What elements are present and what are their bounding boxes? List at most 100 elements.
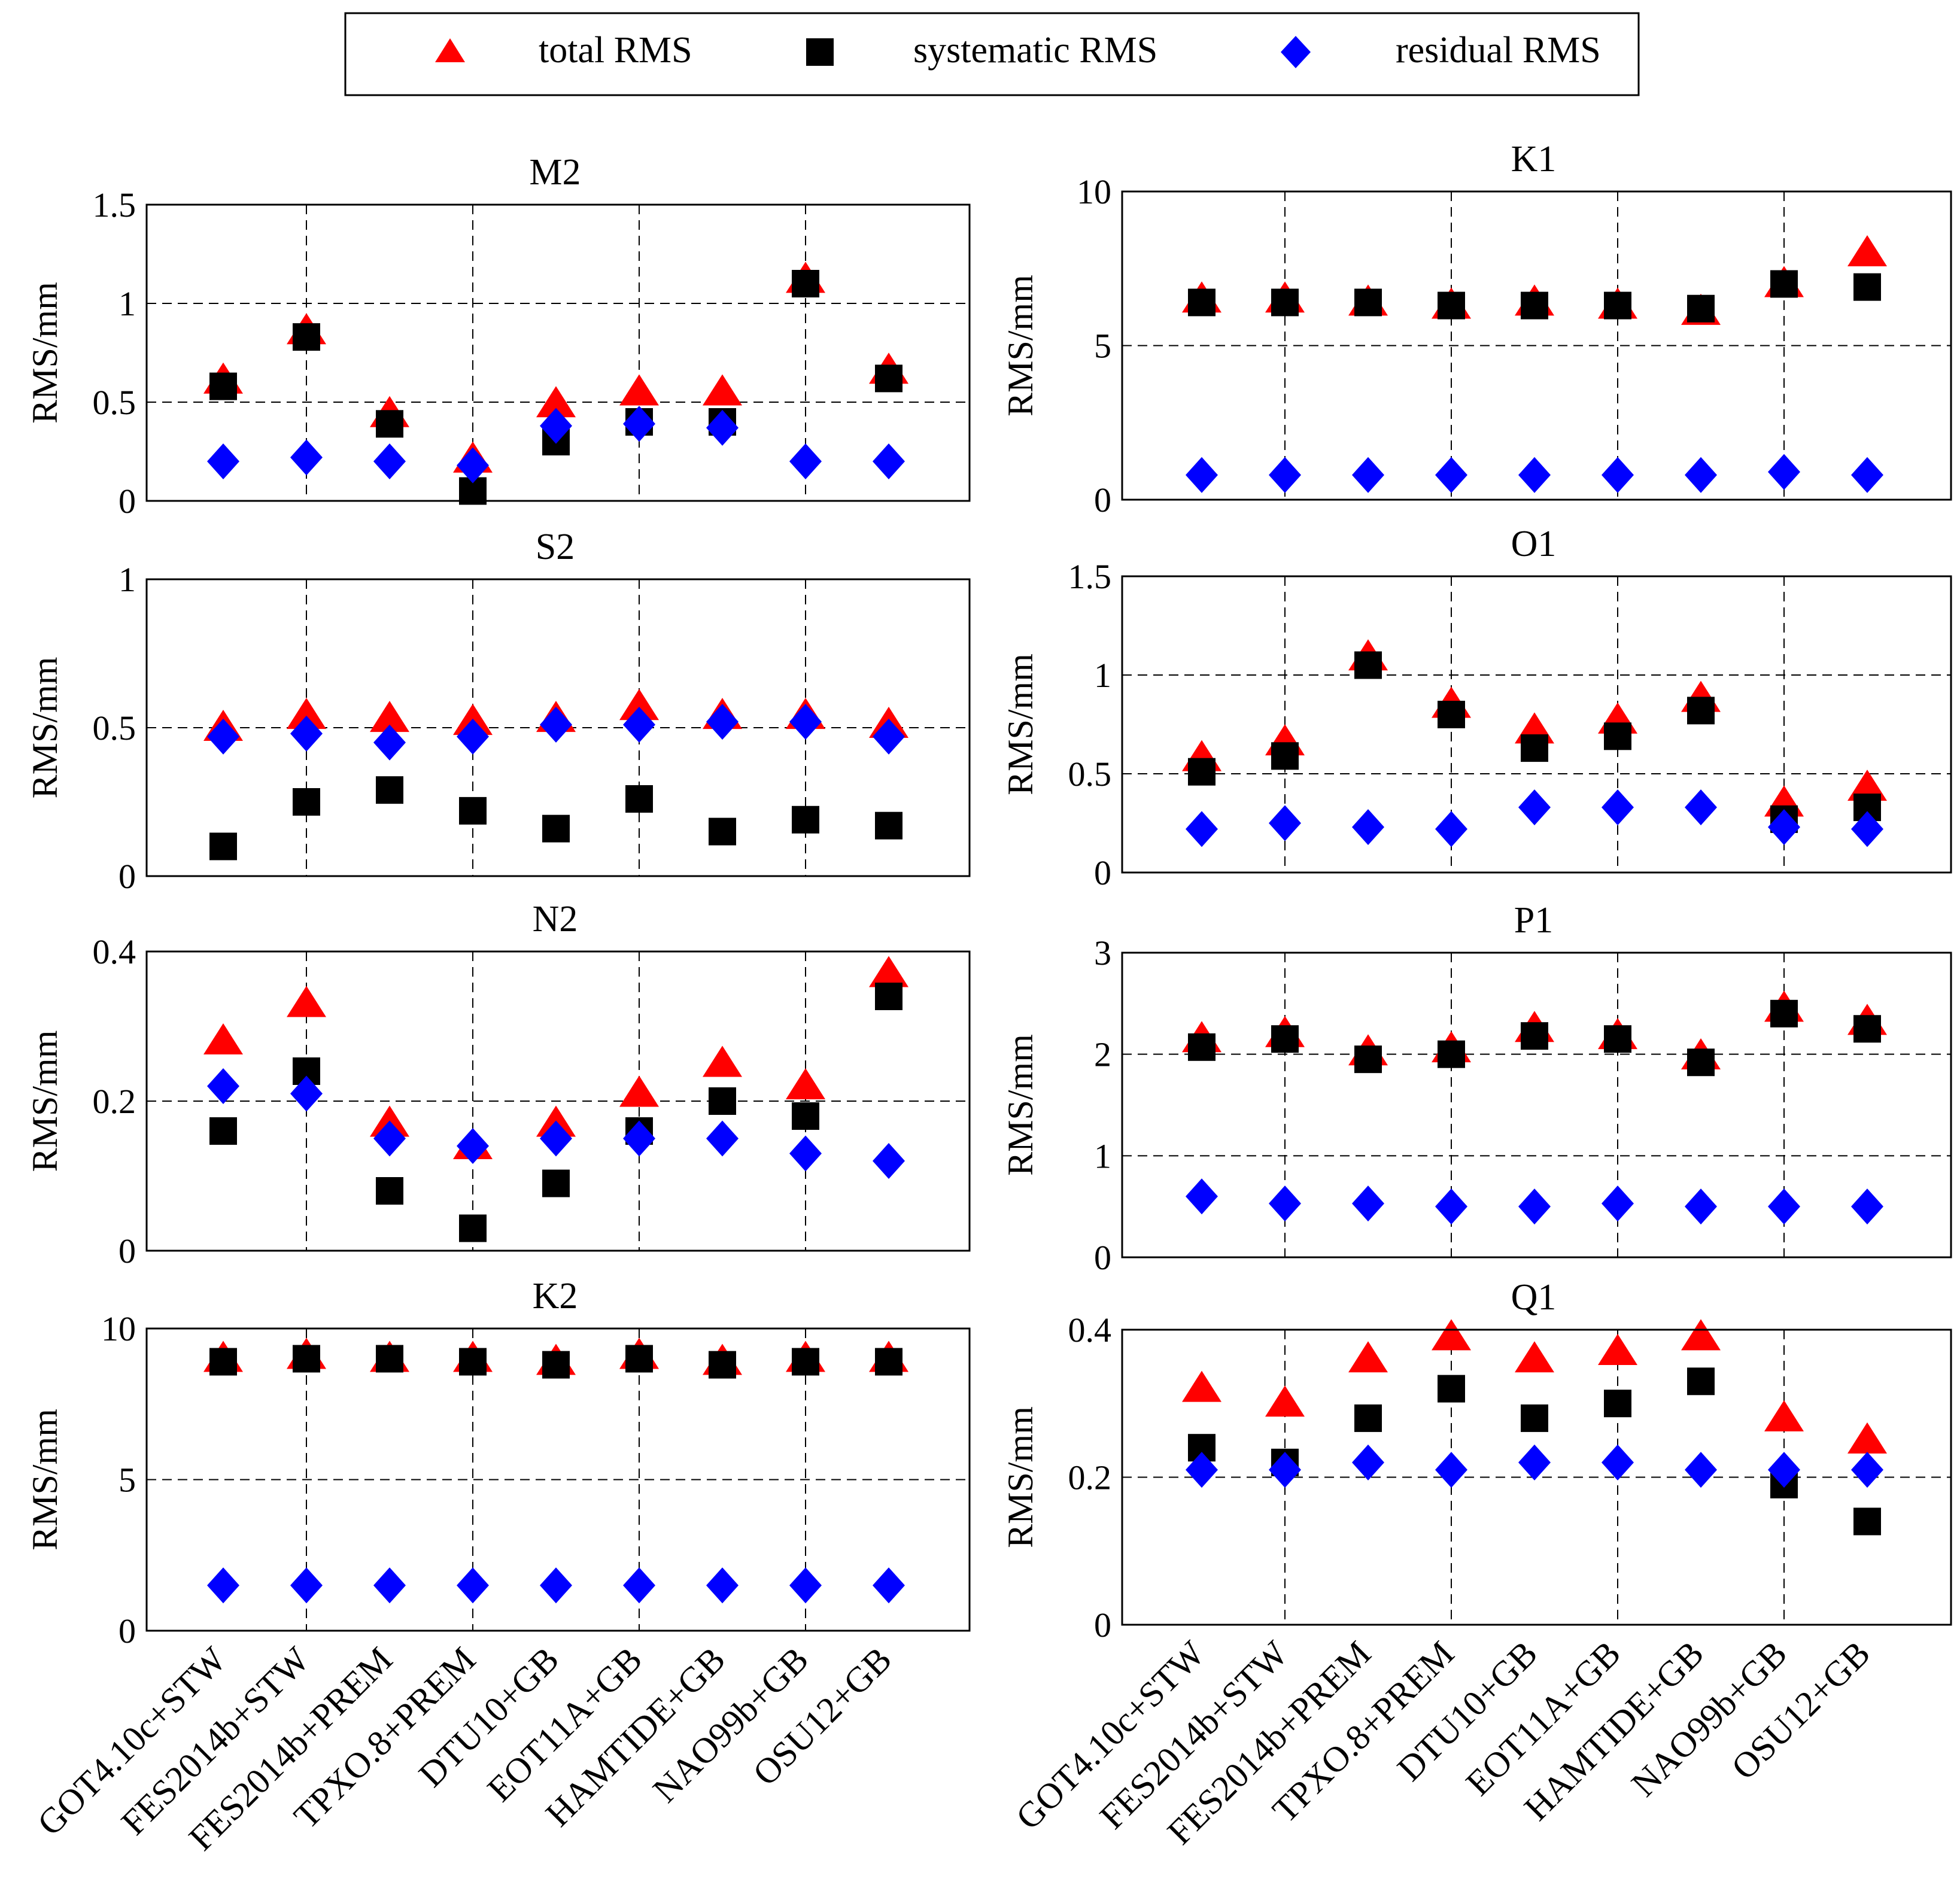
panel-title: K2: [533, 1276, 578, 1317]
panel-m2: 0 0.5 1 1.5 RMS/mm M2: [25, 152, 971, 521]
legend-item-total: total RMS: [435, 30, 692, 71]
residual-rms-point: [1768, 454, 1800, 490]
systematic-rms-point: [1438, 1375, 1465, 1403]
residual-rms-point: [1685, 1188, 1717, 1225]
total-rms-point: [287, 698, 326, 729]
systematic-rms-point: [209, 1117, 237, 1145]
residual-rms-point: [290, 715, 323, 752]
residual-rms-point: [1269, 805, 1301, 841]
series-systematic-rms: [1188, 270, 1881, 323]
systematic-rms-point: [875, 364, 902, 393]
y-axis-label: RMS/mm: [1001, 275, 1040, 417]
ytick-label: 5: [118, 1461, 136, 1500]
systematic-rms-point: [709, 1087, 736, 1115]
residual-rms-point: [457, 447, 489, 484]
systematic-rms-point: [376, 1345, 403, 1373]
residual-rms-point: [623, 406, 655, 442]
series-residual-rms: [207, 406, 905, 484]
total-rms-point: [1432, 1319, 1471, 1351]
legend-diamond-marker: [1281, 36, 1311, 68]
systematic-rms-point: [376, 1177, 403, 1205]
systematic-rms-point: [1354, 288, 1382, 317]
systematic-rms-point: [792, 1348, 819, 1376]
systematic-rms-point: [1354, 651, 1382, 679]
systematic-rms-point: [542, 814, 570, 843]
residual-rms-point: [623, 1120, 655, 1157]
ytick-label: 1: [1094, 656, 1111, 695]
systematic-rms-point: [1521, 1404, 1548, 1432]
systematic-rms-point: [792, 1102, 819, 1130]
residual-rms-point: [1685, 1452, 1717, 1488]
systematic-rms-point: [1271, 1025, 1299, 1053]
panel-title: M2: [529, 152, 581, 193]
residual-rms-point: [207, 443, 239, 479]
residual-rms-point: [1186, 1178, 1218, 1215]
total-rms-point: [370, 701, 409, 732]
systematic-rms-point: [1604, 291, 1631, 320]
systematic-rms-point: [1438, 1040, 1465, 1068]
systematic-rms-point: [875, 983, 902, 1010]
panel-q1: 00.20.4RMS/mmQ1GOT4.10c+STWFES2014b+STWF…: [1001, 1277, 1952, 1852]
residual-rms-point: [706, 704, 739, 740]
residual-rms-point: [1352, 809, 1384, 846]
axes-frame: [1121, 952, 1952, 1258]
residual-rms-point: [1269, 1185, 1301, 1222]
residual-rms-point: [873, 1143, 905, 1179]
residual-rms-point: [207, 1567, 239, 1604]
ytick-label: 0.4: [93, 932, 136, 971]
systematic-rms-point: [625, 785, 653, 813]
systematic-rms-point: [1604, 722, 1631, 750]
ytick-label: 3: [1094, 934, 1111, 972]
series-residual-rms: [207, 704, 905, 761]
residual-rms-point: [373, 724, 406, 761]
ytick-label: 1.5: [1068, 557, 1112, 596]
panel-s2: 0 0.5 1 RMS/mm S2: [25, 527, 971, 896]
total-rms-point: [1847, 770, 1887, 801]
ytick-label: 1: [1094, 1136, 1111, 1175]
systematic-rms-point: [1604, 1390, 1631, 1418]
legend: total RMS systematic RMS residual RMS: [344, 12, 1640, 96]
systematic-rms-point: [376, 776, 403, 804]
residual-rms-point: [1435, 1452, 1467, 1488]
axes-frame: [145, 1327, 971, 1632]
residual-rms-point: [1851, 1188, 1883, 1225]
residual-rms-point: [290, 439, 323, 476]
residual-rms-point: [1518, 457, 1551, 493]
panel-title: P1: [1514, 900, 1553, 941]
systematic-rms-point: [1188, 758, 1215, 786]
systematic-rms-point: [1271, 742, 1299, 770]
residual-rms-point: [1352, 1185, 1384, 1222]
ytick-label: 0: [118, 1232, 136, 1270]
residual-rms-point: [873, 718, 905, 755]
axes-frame: [145, 578, 971, 877]
series-systematic-rms: [209, 776, 902, 861]
axes-frame: [145, 203, 971, 502]
ytick-label: 0: [1094, 1606, 1111, 1644]
residual-rms-point: [540, 408, 572, 444]
legend-label-residual: residual RMS: [1396, 30, 1601, 71]
ytick-label: 0: [1094, 481, 1111, 519]
y-axis-label: RMS/mm: [25, 1030, 65, 1172]
total-rms-point: [703, 374, 742, 406]
residual-rms-point: [789, 443, 822, 479]
total-rms-point: [1681, 1319, 1721, 1351]
series-systematic-rms: [209, 1345, 902, 1379]
total-rms-point: [703, 1045, 742, 1077]
systematic-rms-point: [209, 1348, 237, 1376]
residual-rms-point: [457, 718, 489, 755]
total-rms-point: [619, 689, 659, 721]
systematic-rms-point: [1354, 1404, 1382, 1432]
residual-rms-point: [789, 1567, 822, 1604]
residual-rms-point: [1186, 457, 1218, 493]
systematic-rms-point: [1687, 1367, 1715, 1396]
residual-rms-point: [207, 1068, 239, 1104]
residual-rms-point: [1352, 1444, 1384, 1481]
residual-rms-point: [540, 1120, 572, 1157]
residual-rms-point: [290, 1075, 323, 1112]
ytick-label: 0.2: [93, 1082, 136, 1121]
systematic-rms-point: [1438, 701, 1465, 728]
residual-rms-point: [1518, 1188, 1551, 1225]
residual-rms-point: [1768, 809, 1800, 846]
systematic-rms-point: [1521, 1022, 1548, 1050]
systematic-rms-point: [1687, 294, 1715, 323]
